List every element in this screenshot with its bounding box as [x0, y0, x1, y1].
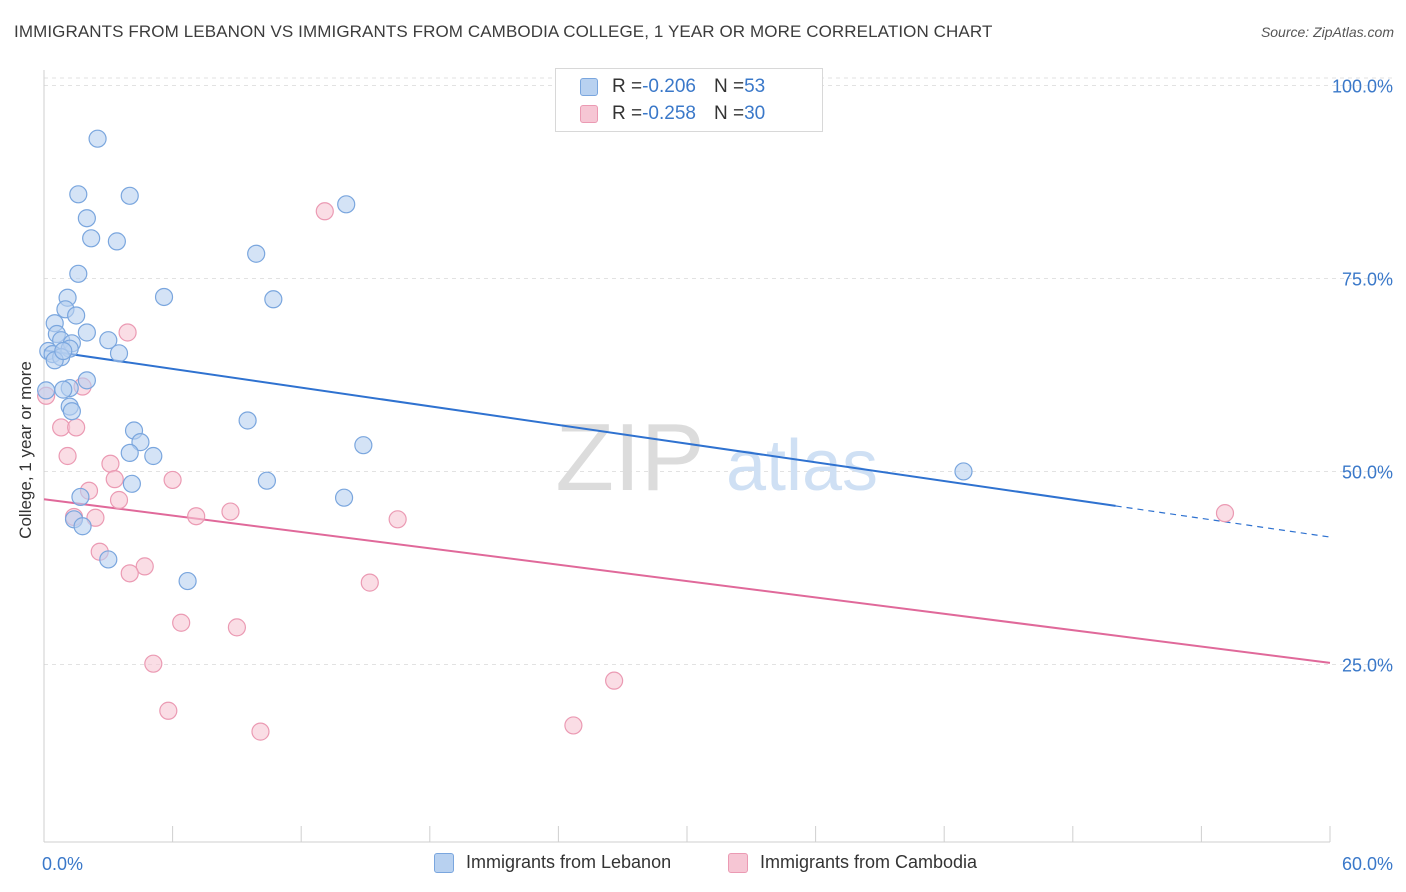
- cambodia-point: [1215, 504, 1235, 523]
- x-tick-label: 60.0%: [1342, 854, 1393, 874]
- cambodia-point: [360, 573, 379, 592]
- watermark: ZIP atlas: [555, 404, 878, 511]
- legend-r-value: -0.206: [642, 76, 696, 97]
- cambodia-point: [163, 470, 182, 490]
- legend-n-value: 30: [744, 103, 766, 124]
- lebanon-point: [264, 290, 283, 309]
- cambodia-point: [251, 722, 270, 741]
- x-tick-label: 0.0%: [42, 854, 83, 874]
- lebanon-point: [178, 571, 197, 591]
- legend-n-value: 53: [744, 76, 766, 97]
- cambodia-point: [135, 557, 154, 576]
- lebanon-point: [67, 306, 86, 325]
- legend-r-value: -0.258: [642, 103, 696, 124]
- lebanon-point: [69, 264, 88, 283]
- lebanon-legend-swatch: [434, 852, 454, 873]
- lebanon-point: [71, 487, 90, 507]
- lebanon-point: [122, 474, 141, 493]
- lebanon-point: [337, 195, 356, 214]
- cambodia-point: [67, 418, 86, 437]
- lebanon-point: [120, 443, 139, 463]
- cambodia-point: [109, 490, 129, 510]
- lebanon-point: [62, 402, 81, 421]
- lebanon-point: [131, 433, 150, 452]
- tick-labels: 25.0% 50.0% 75.0% 100.0% 0.0% 60.0%: [42, 76, 1393, 874]
- lebanon-point: [354, 436, 373, 455]
- cambodia-point: [144, 654, 163, 673]
- cambodia-point: [605, 671, 624, 690]
- cambodia-point: [159, 701, 178, 720]
- lebanon-point: [77, 371, 96, 390]
- grid-lines: [44, 77, 1392, 665]
- lebanon-point: [257, 471, 277, 490]
- chart-title: IMMIGRANTS FROM LEBANON VS IMMIGRANTS FR…: [14, 22, 993, 41]
- lebanon-legend-label: Immigrants from Lebanon: [466, 852, 672, 872]
- lebanon-point: [88, 129, 107, 148]
- lebanon-point: [109, 344, 129, 363]
- cambodia-point: [172, 613, 191, 632]
- lebanon-point: [954, 462, 973, 481]
- lebanon-point: [120, 186, 139, 205]
- cambodia-point: [118, 323, 137, 342]
- y-tick-label: 100.0%: [1332, 76, 1393, 96]
- cambodia-point: [221, 502, 240, 521]
- y-tick-label: 50.0%: [1342, 462, 1393, 482]
- y-tick-label: 75.0%: [1342, 269, 1393, 289]
- source-label: Source: ZipAtlas.com: [1260, 24, 1394, 40]
- axes: [43, 70, 1331, 843]
- cambodia-point: [101, 454, 120, 473]
- lebanon-point: [144, 446, 163, 466]
- bottom-legend-cambodia: Immigrants from Cambodia: [728, 852, 977, 873]
- lebanon-point: [82, 229, 101, 248]
- trend-lines: [43, 349, 1331, 664]
- cambodia-point: [120, 564, 139, 583]
- lebanon-point: [247, 244, 266, 263]
- lebanon-trend-extension: [1115, 505, 1331, 538]
- lebanon-point: [99, 550, 118, 569]
- legend-r-label: R =: [612, 76, 643, 97]
- lebanon-swatch: [580, 78, 598, 96]
- cambodia-legend-label: Immigrants from Cambodia: [760, 852, 978, 872]
- lebanon-point: [238, 411, 257, 430]
- y-tick-label: 25.0%: [1342, 655, 1393, 675]
- watermark-zip: ZIP: [555, 404, 704, 511]
- correlation-legend: R = -0.206 N = 53 R = -0.258 N = 30: [555, 68, 823, 132]
- cambodia-point: [58, 446, 77, 466]
- lebanon-point: [77, 323, 96, 342]
- cambodia-point: [388, 510, 407, 529]
- legend-n-label: N =: [713, 103, 745, 124]
- legend-r-label: R =: [612, 103, 643, 124]
- lebanon-point: [154, 287, 174, 307]
- cambodia-point: [86, 508, 105, 527]
- cambodia-point: [105, 470, 124, 489]
- lebanon-point: [99, 331, 118, 350]
- lebanon-point: [77, 209, 96, 228]
- cambodia-point: [315, 202, 334, 221]
- cambodia-trend-line: [43, 498, 1331, 664]
- watermark-atlas: atlas: [726, 426, 878, 506]
- lebanon-point: [107, 232, 126, 251]
- cambodia-swatch: [580, 105, 598, 123]
- lebanon-point: [54, 380, 73, 399]
- cambodia-point: [187, 507, 206, 526]
- lebanon-point: [54, 341, 73, 361]
- lebanon-point: [69, 185, 88, 204]
- lebanon-point: [73, 517, 92, 536]
- legend-n-label: N =: [713, 76, 745, 97]
- cambodia-point: [564, 716, 583, 735]
- legend-row-lebanon: R = -0.206 N = 53: [580, 75, 765, 99]
- data-points: [37, 129, 1235, 741]
- legend-row-cambodia: R = -0.258 N = 30: [580, 102, 765, 126]
- cambodia-point: [227, 618, 246, 637]
- lebanon-trend-line: [43, 349, 1116, 507]
- cambodia-legend-swatch: [728, 852, 748, 873]
- bottom-legend-lebanon: Immigrants from Lebanon: [434, 852, 671, 873]
- lebanon-point: [334, 488, 354, 507]
- lebanon-point: [37, 381, 56, 400]
